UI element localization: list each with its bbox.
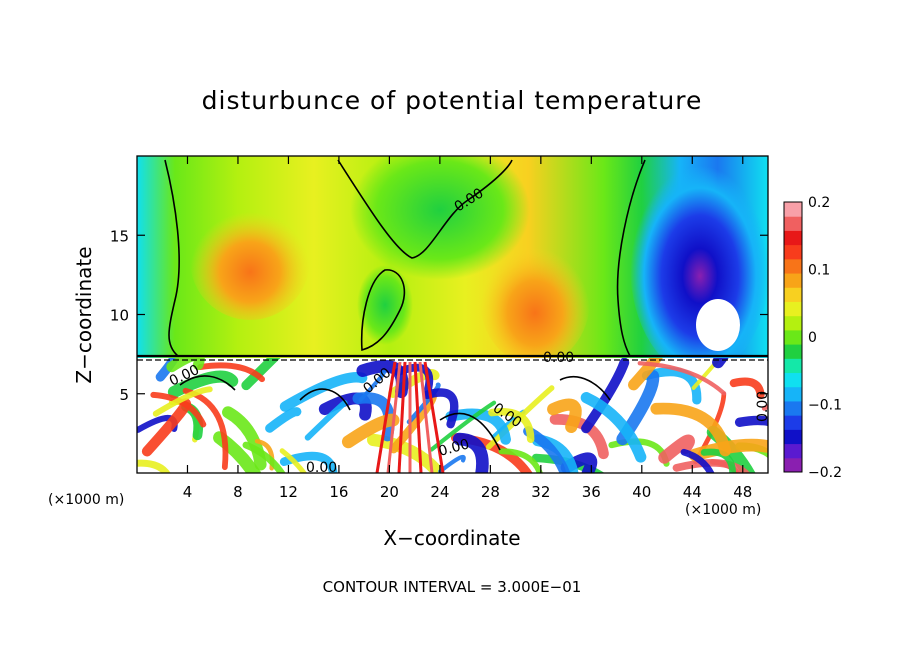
x-axis: 4 8 12 16 20 24 28 32 36 40 44 48 <box>183 156 752 501</box>
turbulence-band <box>445 408 511 445</box>
turbulence-band <box>650 402 732 457</box>
turbulence-band <box>523 426 571 473</box>
plume-stripe <box>413 361 423 473</box>
turbulence-band <box>628 358 663 391</box>
x-tick-label: 12 <box>279 483 298 501</box>
x-unit-right: (×1000 m) <box>685 502 762 518</box>
turbulence-band <box>152 386 213 417</box>
turbulence-band <box>341 413 400 449</box>
colorbar-frame <box>783 201 803 473</box>
turbulence-band <box>167 370 239 399</box>
y-tick-label: 15 <box>110 227 129 245</box>
turbulence-band <box>488 408 535 443</box>
x-tick-label: 44 <box>683 483 702 501</box>
x-tick-label: 24 <box>430 483 449 501</box>
colorbar-swatch <box>784 429 802 445</box>
x-axis-label: X−coordinate <box>383 526 521 550</box>
x-unit-left: (×1000 m) <box>48 492 125 508</box>
turbulence-band <box>197 362 266 383</box>
colorbar-tick-label: 0.1 <box>808 263 830 279</box>
plume-stripe <box>386 361 402 473</box>
turbulence-band <box>485 385 555 450</box>
colorbar-swatch <box>784 258 802 274</box>
contour-label: 0.00 <box>437 436 471 460</box>
colorbar-swatch <box>784 400 802 416</box>
plume-stripe <box>423 361 445 473</box>
turbulence-band <box>141 398 192 457</box>
colorbar-swatch <box>784 443 802 459</box>
colorbar-swatch <box>784 273 802 288</box>
colorbar-tick-label: 0.2 <box>808 195 830 211</box>
turbulence-band <box>580 392 647 463</box>
turbulence-band <box>729 377 765 400</box>
plume-stripe <box>397 361 407 473</box>
colorbar-swatch <box>784 358 802 374</box>
colorbar-swatch <box>784 287 802 302</box>
colorbar-swatch <box>784 457 802 473</box>
x-tick-label: 48 <box>733 483 752 501</box>
turbulence-band <box>265 407 302 433</box>
turbulence-band <box>498 448 543 473</box>
contour-label: 0.00 <box>543 350 574 366</box>
turbulence-band <box>581 358 630 434</box>
turbulence-band <box>700 448 737 473</box>
plume-stripe <box>375 361 397 473</box>
colorbar: 0.2 0.1 0 −0.1 −0.2 <box>783 195 842 481</box>
colorbar-swatch <box>784 415 802 430</box>
turbulence-band <box>691 358 723 390</box>
y-tick-label: 5 <box>119 386 129 404</box>
colorbar-swatch <box>784 301 802 317</box>
contour-label-group: 0.00 0.00 0.00 0.00 0.00 0.00 0.00 0.00 <box>167 185 771 476</box>
colorbar-swatch <box>784 315 802 331</box>
colorbar-tick-label: −0.1 <box>808 398 842 414</box>
colorbar-swatch <box>784 230 802 246</box>
turbulence-band <box>279 448 308 473</box>
turbulence-band <box>547 398 582 433</box>
x-tick-label: 40 <box>632 483 651 501</box>
colorbar-swatch <box>784 344 802 359</box>
x-tick-label: 32 <box>531 483 550 501</box>
x-tick-label: 4 <box>183 483 193 501</box>
turbulence-band <box>734 415 768 427</box>
colorbar-swatch <box>784 244 802 260</box>
x-tick-label: 28 <box>481 483 500 501</box>
turbulence-band <box>422 388 459 429</box>
colorbar-swatch <box>784 329 802 345</box>
turbulence-band <box>242 441 286 473</box>
turbulence-band <box>452 432 489 473</box>
contour-label: 0.00 <box>306 460 337 476</box>
colorbar-tick-label: 0 <box>808 330 817 346</box>
turbulence-band <box>358 370 387 402</box>
colorbar-swatch <box>784 216 802 231</box>
x-tick-label: 20 <box>380 483 399 501</box>
turbulence-band <box>222 406 267 471</box>
turbulence-band <box>279 372 368 412</box>
colorbar-swatch <box>784 202 802 217</box>
turbulence-band <box>166 358 205 373</box>
turbulence-band <box>304 400 348 441</box>
colorbar-swatch <box>784 372 802 388</box>
plume-stripe <box>418 361 434 473</box>
colorbar-tick-label: −0.2 <box>808 465 842 481</box>
contour-interval: CONTOUR INTERVAL = 3.000E−01 <box>322 578 582 596</box>
x-tick-label: 8 <box>233 483 243 501</box>
turbulence-band <box>680 448 715 473</box>
turbulence-band <box>531 453 605 473</box>
turbulence-band <box>672 459 751 473</box>
heatmap-field <box>137 156 768 473</box>
turbulence-band <box>637 361 727 396</box>
y-axis-label: Z−coordinate <box>72 246 96 384</box>
y-tick-label: 10 <box>110 307 129 325</box>
chart-title: disturbunce of potential temperature <box>201 86 703 115</box>
colorbar-swatch <box>784 386 802 402</box>
contour-label: 0.00 <box>755 391 771 422</box>
x-tick-label: 36 <box>582 483 601 501</box>
turbulence-band <box>658 434 695 464</box>
x-tick-label: 16 <box>329 483 348 501</box>
contour-lines <box>137 159 768 451</box>
y-axis: 5 10 15 <box>110 227 768 404</box>
turbulence-band <box>438 454 466 473</box>
turbulence-band <box>137 459 171 473</box>
